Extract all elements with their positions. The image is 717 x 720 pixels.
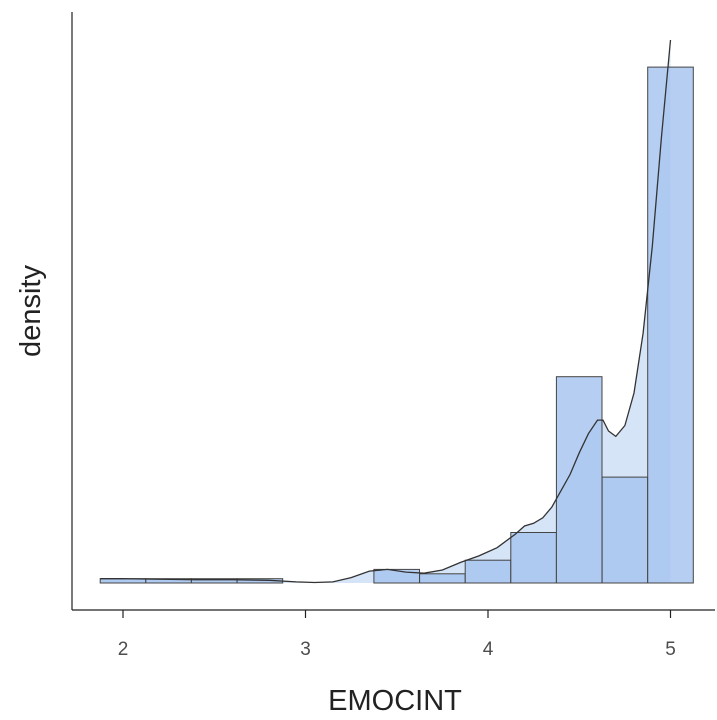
histogram-bar-7 [464,559,512,584]
x-axis-ticks: 2 3 4 5 [118,610,676,660]
histogram-bars [99,66,694,584]
histogram-bar-10 [601,476,649,584]
axes [71,12,715,611]
x-tick-label-3: 3 [300,639,311,660]
histogram-bar-9 [555,376,603,584]
x-tick-label-2: 2 [118,639,129,660]
histogram-bar-6 [419,573,466,584]
y-axis-title: density [15,265,47,357]
x-tick-label-4: 4 [483,639,494,660]
histogram-bar-8 [510,532,557,584]
density-curve [100,39,672,584]
density-line-layer [100,39,672,584]
histogram-bar-11 [647,66,694,584]
x-axis-title: EMOCINT [328,685,462,717]
histogram-bar-5 [373,568,420,584]
x-tick-label-5: 5 [665,639,676,660]
